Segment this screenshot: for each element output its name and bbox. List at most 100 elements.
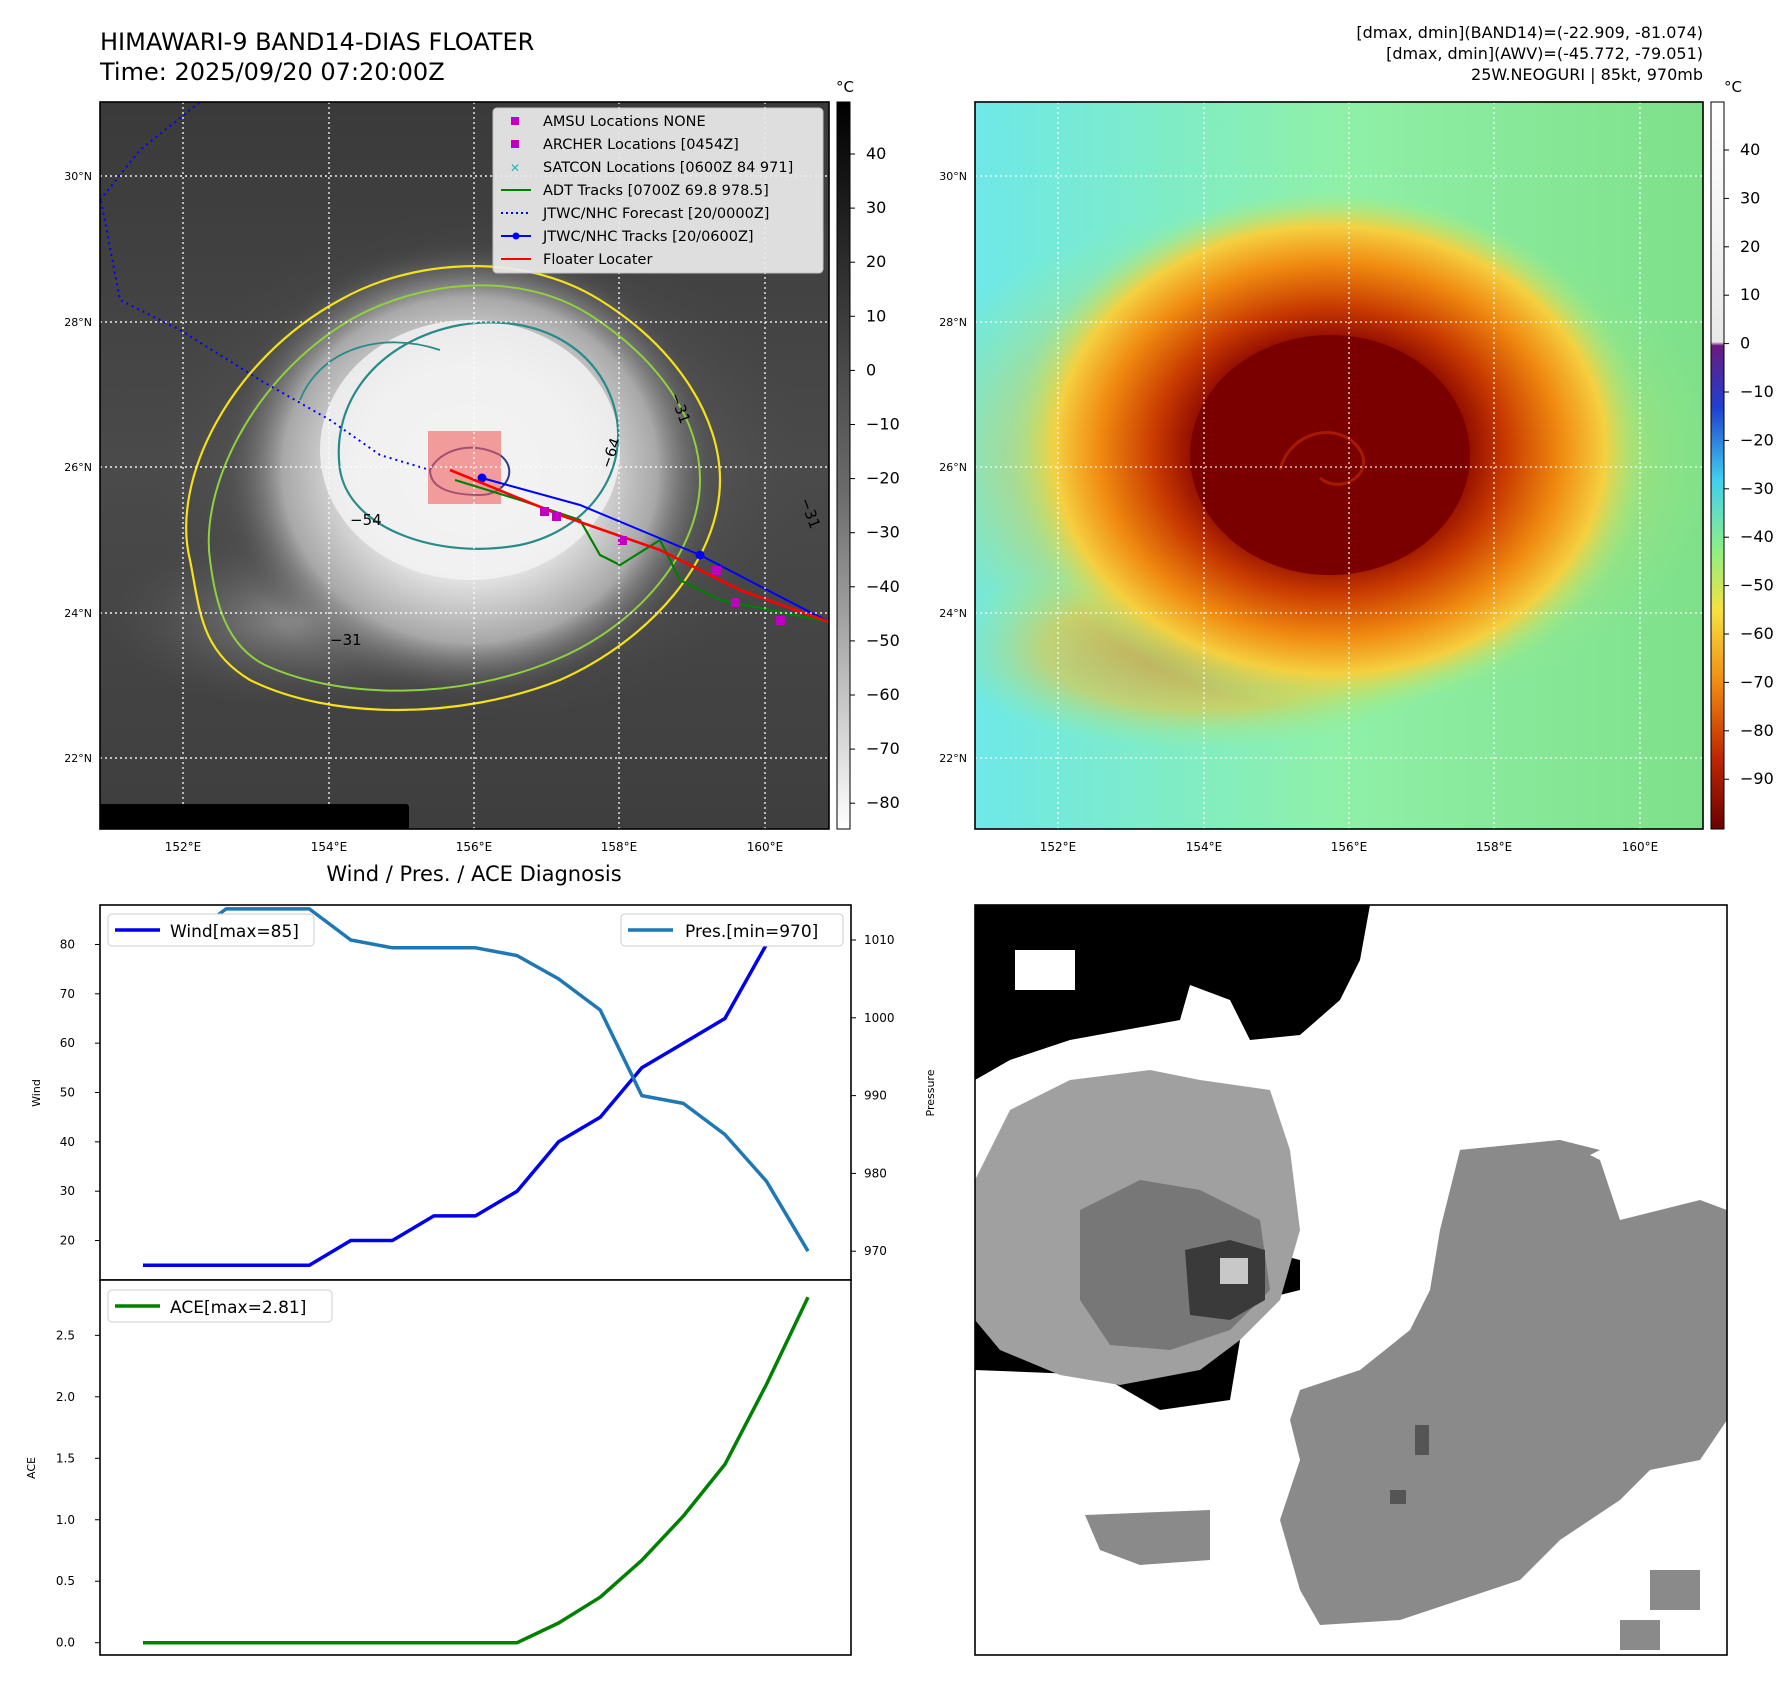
awv-colorbar-tick-label: −70 [1740,672,1774,691]
pressure-ytick-label: 980 [864,1166,887,1180]
ir-lon-label-156: 156°E [456,840,493,854]
wind-ytick-label: 60 [60,1036,75,1050]
archer-location [776,616,785,625]
awv-lon-label-158: 158°E [1476,840,1513,854]
awv-colorbar-unit: °C [1724,78,1742,96]
legend-wind: Wind[max=85] [107,913,315,947]
awv-colorbar-tick-label: 30 [1740,188,1760,207]
awv-imagery [975,102,1703,829]
ir-lon-label-160: 160°E [747,840,784,854]
ir-lat-label-26: 26°N [64,461,92,474]
wind-series-line [143,918,809,1267]
awv-lat-label-24: 24°N [939,607,967,620]
ir-colorbar: °C 40 30 20 10 0 −10 −20 −30 −40 −50 −60 −70 −80 [836,78,900,830]
wind-ytick-label: 30 [60,1184,75,1198]
awv-lon-label-160: 160°E [1622,840,1659,854]
awv-lon-label-156: 156°E [1331,840,1368,854]
legend-archer: ARCHER Locations [0454Z] [543,137,739,153]
diagnosis-title: Wind / Pres. / ACE Diagnosis [326,862,621,886]
legend-marker-jtwc-dot [512,232,520,240]
ir-colorbar-tick-label: −10 [866,415,900,434]
wind-ytick-label: 80 [60,937,75,951]
ir-colorbar-tick-label: 20 [866,252,886,271]
jtwc-forecast-track-upper [100,102,201,201]
title-line2: Time: 2025/09/20 07:20:00Z [99,58,445,86]
legend-marker-satcon: ✕ [510,161,520,175]
jtwc-track-point [477,473,487,483]
ir-lon-label-154: 154°E [311,840,348,854]
ir-legend: AMSU Locations NONE ARCHER Locations [04… [492,107,824,274]
legend-pressure-label: Pres.[min=970] [685,922,818,942]
awv-lon-label-154: 154°E [1186,840,1223,854]
archer-location [731,598,740,607]
awv-lat-label-26: 26°N [939,461,967,474]
copyright-label: Copyright © 2020-2025 Dapiya [103,808,382,827]
wmg-panel: WMG Count: 0 [974,904,1728,1656]
awv-colorbar-tick-label: −30 [1740,479,1774,498]
legend-pressure: Pres.[min=970] [620,913,844,947]
legend-forecast: JTWC/NHC Forecast [20/0000Z] [542,206,769,222]
archer-location [712,566,721,575]
pressure-ytick-label: 990 [864,1089,887,1103]
ir-lon-label-158: 158°E [601,840,638,854]
ir-lat-label-22: 22°N [64,752,92,765]
awv-colorbar-tick-label: −90 [1740,769,1774,788]
awv-colorbar-tick-label: −10 [1740,382,1774,401]
contour-label-3: −31 [330,631,362,649]
ir-colorbar-tick-label: 40 [866,144,886,163]
awv-colorbar: °C 40 30 20 10 0 −10 −20 −30 −40 −50 −60 −70 −80 −90 [1710,78,1774,830]
awv-map-panel: 30°N 28°N 26°N 24°N 22°N 152°E 154°E 156… [939,101,1704,854]
info-line3: 25W.NEOGURI | 85kt, 970mb [1471,65,1703,84]
legend-floater: Floater Locater [543,252,652,268]
awv-colorbar-tick-label: 10 [1740,285,1760,304]
ir-colorbar-tick-label: 10 [866,306,886,325]
wind-ytick-label: 70 [60,987,75,1001]
floater-locater-track [449,468,829,624]
awv-lat-label-30: 30°N [939,170,967,183]
ace-ytick-label: 0.5 [56,1574,75,1588]
pressure-ytick-label: 1000 [864,1011,895,1025]
awv-lat-label-28: 28°N [939,316,967,329]
legend-marker-amsu [511,117,519,125]
awv-colorbar-tick-label: −50 [1740,576,1774,595]
ir-colorbar-tick-label: −50 [866,631,900,650]
ir-colorbar-tick-label: −30 [866,523,900,542]
archer-location [552,512,561,521]
wind-axis-label: Wind [30,1079,43,1107]
ir-lon-label-152: 152°E [165,840,202,854]
awv-colorbar-tick-label: −80 [1740,721,1774,740]
info-line2: [dmax, dmin](AWV)=(-45.772, -79.051) [1386,44,1703,63]
ir-colorbar-tick-label: −60 [866,685,900,704]
awv-lat-label-22: 22°N [939,752,967,765]
pressure-series-line [143,907,810,1253]
wmg-count-label: WMG Count: 0 [994,924,1147,946]
wind-pressure-plot-frame [99,904,852,1281]
ir-colorbar-unit: °C [836,78,854,96]
legend-adt: ADT Tracks [0700Z 69.8 978.5] [543,183,769,199]
jtwc-forecast-track [100,194,431,471]
awv-colorbar-tick-label: −40 [1740,527,1774,546]
wind-ytick-label: 50 [60,1086,75,1100]
ir-colorbar-tick-label: −20 [866,469,900,488]
legend-amsu: AMSU Locations NONE [543,114,706,130]
ir-colorbar-tick-label: 30 [866,198,886,217]
ir-colorbar-tick-label: −40 [866,577,900,596]
ir-colorbar-tick-label: −80 [866,793,900,812]
ir-lat-label-30: 30°N [64,170,92,183]
ace-plot-frame [99,1279,852,1656]
awv-gridlines [975,102,1703,829]
legend-jtwc: JTWC/NHC Tracks [20/0600Z] [542,229,754,245]
awv-colorbar-tick-label: −20 [1740,430,1774,449]
ir-lat-label-24: 24°N [64,607,92,620]
diagnosis-panel: Wind / Pres. / ACE Diagnosis Wind Pressu… [25,862,937,1656]
ir-imagery: −31 −31 −31 −54 −64 [100,102,829,829]
legend-satcon: SATCON Locations [0600Z 84 971] [543,160,793,176]
legend-ace: ACE[max=2.81] [107,1289,333,1323]
contour-label-4: −54 [350,511,382,529]
ace-ytick-label: 2.5 [56,1328,75,1342]
ace-ytick-label: 1.5 [56,1451,75,1465]
ace-ytick-label: 2.0 [56,1390,75,1404]
ace-ytick-label: 1.0 [56,1513,75,1527]
ace-axis-label: ACE [25,1457,38,1479]
ir-map-panel: −31 −31 −31 −54 −64 [64,101,830,854]
